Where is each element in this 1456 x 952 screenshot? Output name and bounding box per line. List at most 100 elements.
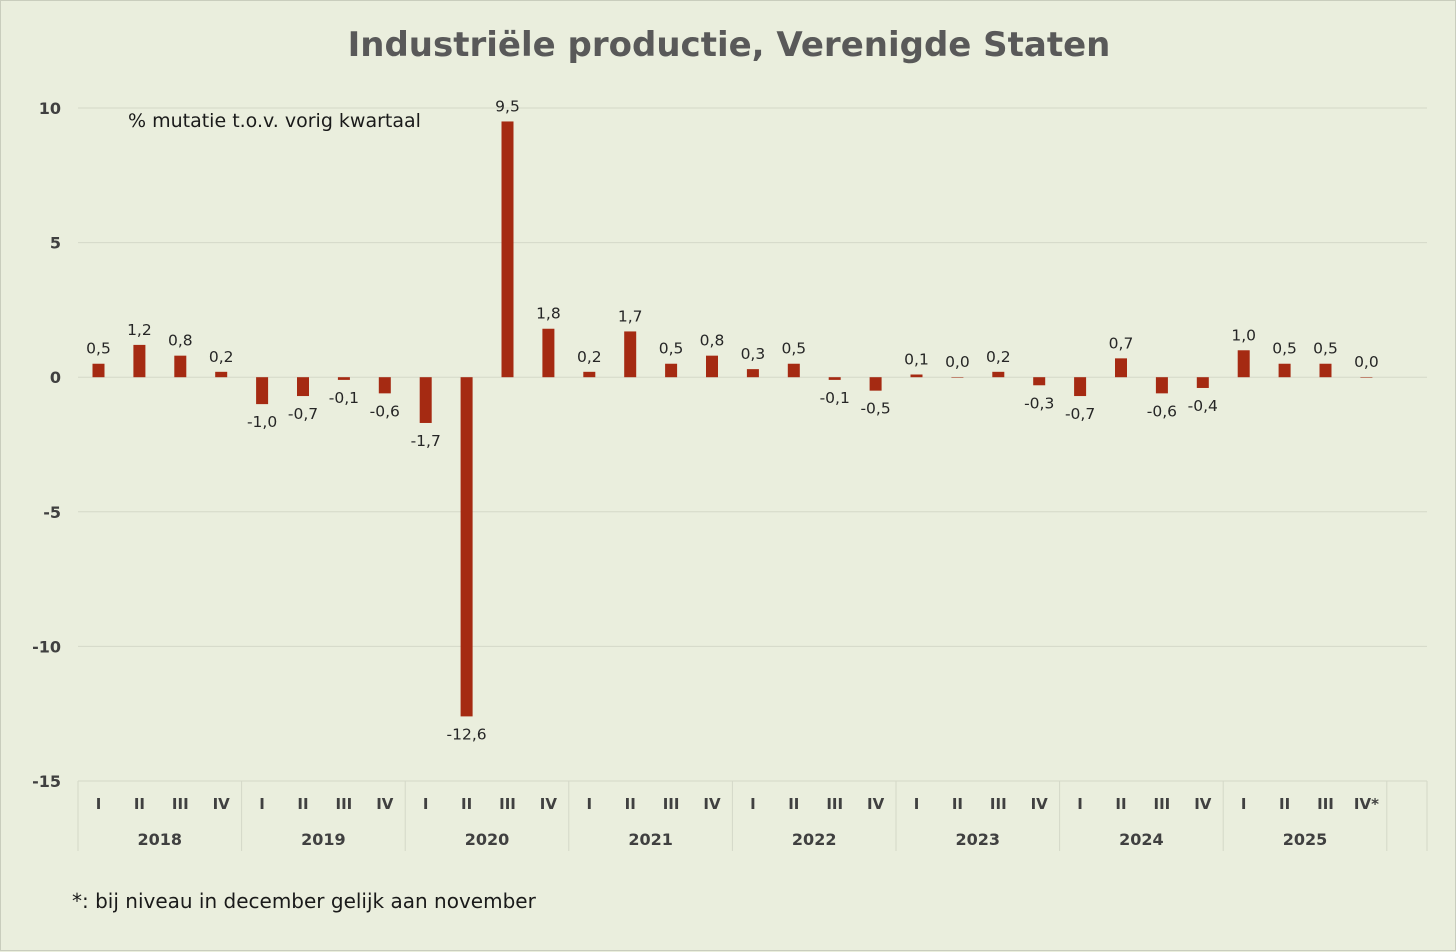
data-label: 0,2 bbox=[986, 348, 1011, 366]
y-tick-label: 10 bbox=[39, 99, 61, 118]
bar bbox=[706, 355, 718, 378]
data-label: 0,5 bbox=[1272, 340, 1297, 358]
data-label: 0,2 bbox=[577, 348, 602, 366]
data-label: 0,0 bbox=[1354, 353, 1379, 371]
bar bbox=[583, 371, 596, 378]
x-year-label: 2019 bbox=[301, 830, 346, 849]
data-label: 0,5 bbox=[86, 340, 111, 358]
data-label: 0,1 bbox=[904, 351, 929, 369]
x-year-label: 2020 bbox=[465, 830, 510, 849]
bar bbox=[787, 363, 800, 378]
bar bbox=[1155, 377, 1168, 394]
x-tick-label: II bbox=[788, 795, 799, 813]
x-tick-label: I bbox=[96, 795, 102, 813]
x-tick-label: IV bbox=[213, 795, 231, 813]
bar bbox=[1074, 377, 1087, 397]
data-label: 1,7 bbox=[618, 307, 643, 325]
x-tick-label: II bbox=[461, 795, 472, 813]
x-tick-label: III bbox=[990, 795, 1007, 813]
bar bbox=[297, 377, 309, 397]
bars bbox=[92, 121, 1373, 717]
bar bbox=[92, 363, 105, 378]
bar bbox=[378, 377, 391, 394]
x-tick-label: IV bbox=[540, 795, 558, 813]
bar bbox=[1033, 377, 1046, 386]
bar bbox=[1360, 377, 1373, 378]
x-tick-label: I bbox=[423, 795, 429, 813]
footnote: *: bij niveau in december gelijk aan nov… bbox=[72, 889, 537, 913]
bar bbox=[910, 374, 923, 378]
bar bbox=[1115, 358, 1127, 378]
bar bbox=[1278, 363, 1291, 378]
data-label: -12,6 bbox=[447, 725, 487, 743]
bar bbox=[828, 377, 841, 380]
x-tick-label: III bbox=[336, 795, 353, 813]
y-tick-label: -5 bbox=[43, 503, 61, 522]
x-tick-label: III bbox=[499, 795, 516, 813]
x-year-label: 2024 bbox=[1119, 830, 1164, 849]
data-labels: 0,5 1,2 0,8 0,2 -1,0 -0,7 -0,1 -0,6 -1,7 -12,6 9,5… bbox=[86, 97, 1379, 743]
x-axis: I II III IV I II III IV I II III IV I II III IV I II III IV… bbox=[77, 780, 1428, 851]
data-label: 0,0 bbox=[945, 353, 970, 371]
x-tick-label: I bbox=[1241, 795, 1247, 813]
x-tick-label: I bbox=[587, 795, 593, 813]
x-tick-label: II bbox=[297, 795, 308, 813]
x-tick-label: I bbox=[259, 795, 265, 813]
x-tick-label: II bbox=[625, 795, 636, 813]
x-tick-label: III bbox=[1154, 795, 1171, 813]
bar bbox=[460, 377, 473, 717]
x-tick-label: IV bbox=[1194, 795, 1212, 813]
bar bbox=[951, 377, 964, 378]
data-label: 0,2 bbox=[209, 348, 234, 366]
x-tick-label: IV bbox=[1031, 795, 1049, 813]
data-label: 1,8 bbox=[536, 305, 561, 323]
x-tick-label: I bbox=[914, 795, 920, 813]
bar bbox=[992, 371, 1005, 378]
y-tick-label: -15 bbox=[32, 772, 61, 791]
bar bbox=[869, 377, 882, 391]
data-label: 0,7 bbox=[1109, 334, 1134, 352]
x-tick-label: II bbox=[1115, 795, 1126, 813]
data-label: -0,7 bbox=[288, 405, 318, 423]
data-label: 0,3 bbox=[741, 345, 766, 363]
x-year-label: 2022 bbox=[792, 830, 837, 849]
x-year-label: 2025 bbox=[1283, 830, 1328, 849]
bar bbox=[1196, 377, 1209, 388]
x-tick-label: IV bbox=[867, 795, 885, 813]
gridlines: 10 5 0 -5 -10 -15 bbox=[32, 99, 1427, 791]
data-label: -0,6 bbox=[1147, 402, 1177, 420]
x-tick-label: IV* bbox=[1354, 795, 1379, 813]
x-tick-label: III bbox=[172, 795, 189, 813]
x-tick-label: II bbox=[134, 795, 145, 813]
data-label: 0,5 bbox=[1313, 340, 1338, 358]
bar bbox=[1319, 363, 1332, 378]
x-year-label: 2023 bbox=[956, 830, 1001, 849]
bar bbox=[419, 377, 432, 423]
bar bbox=[542, 328, 555, 378]
x-tick-label: IV bbox=[376, 795, 394, 813]
x-year-label: 2021 bbox=[628, 830, 673, 849]
x-tick-label: II bbox=[1279, 795, 1290, 813]
data-label: -0,1 bbox=[820, 389, 850, 407]
bar bbox=[665, 363, 678, 378]
data-label: -0,3 bbox=[1024, 394, 1054, 412]
chart-title: Industriële productie, Verenigde Staten bbox=[348, 25, 1111, 65]
chart-subtitle: % mutatie t.o.v. vorig kwartaal bbox=[128, 110, 421, 132]
data-label: 9,5 bbox=[495, 97, 520, 115]
bar bbox=[746, 369, 759, 378]
y-tick-label: -10 bbox=[32, 637, 61, 656]
data-label: -0,4 bbox=[1188, 397, 1218, 415]
data-label: 0,8 bbox=[168, 332, 193, 350]
y-tick-label: 5 bbox=[50, 234, 61, 253]
bar bbox=[337, 377, 350, 380]
data-label: 0,8 bbox=[700, 332, 725, 350]
bar bbox=[215, 371, 228, 378]
x-year-label: 2018 bbox=[138, 830, 183, 849]
bar bbox=[1237, 350, 1250, 378]
data-label: 0,5 bbox=[781, 340, 806, 358]
data-label: -0,7 bbox=[1065, 405, 1095, 423]
data-label: -0,5 bbox=[860, 400, 890, 418]
data-label: -1,0 bbox=[247, 413, 277, 431]
